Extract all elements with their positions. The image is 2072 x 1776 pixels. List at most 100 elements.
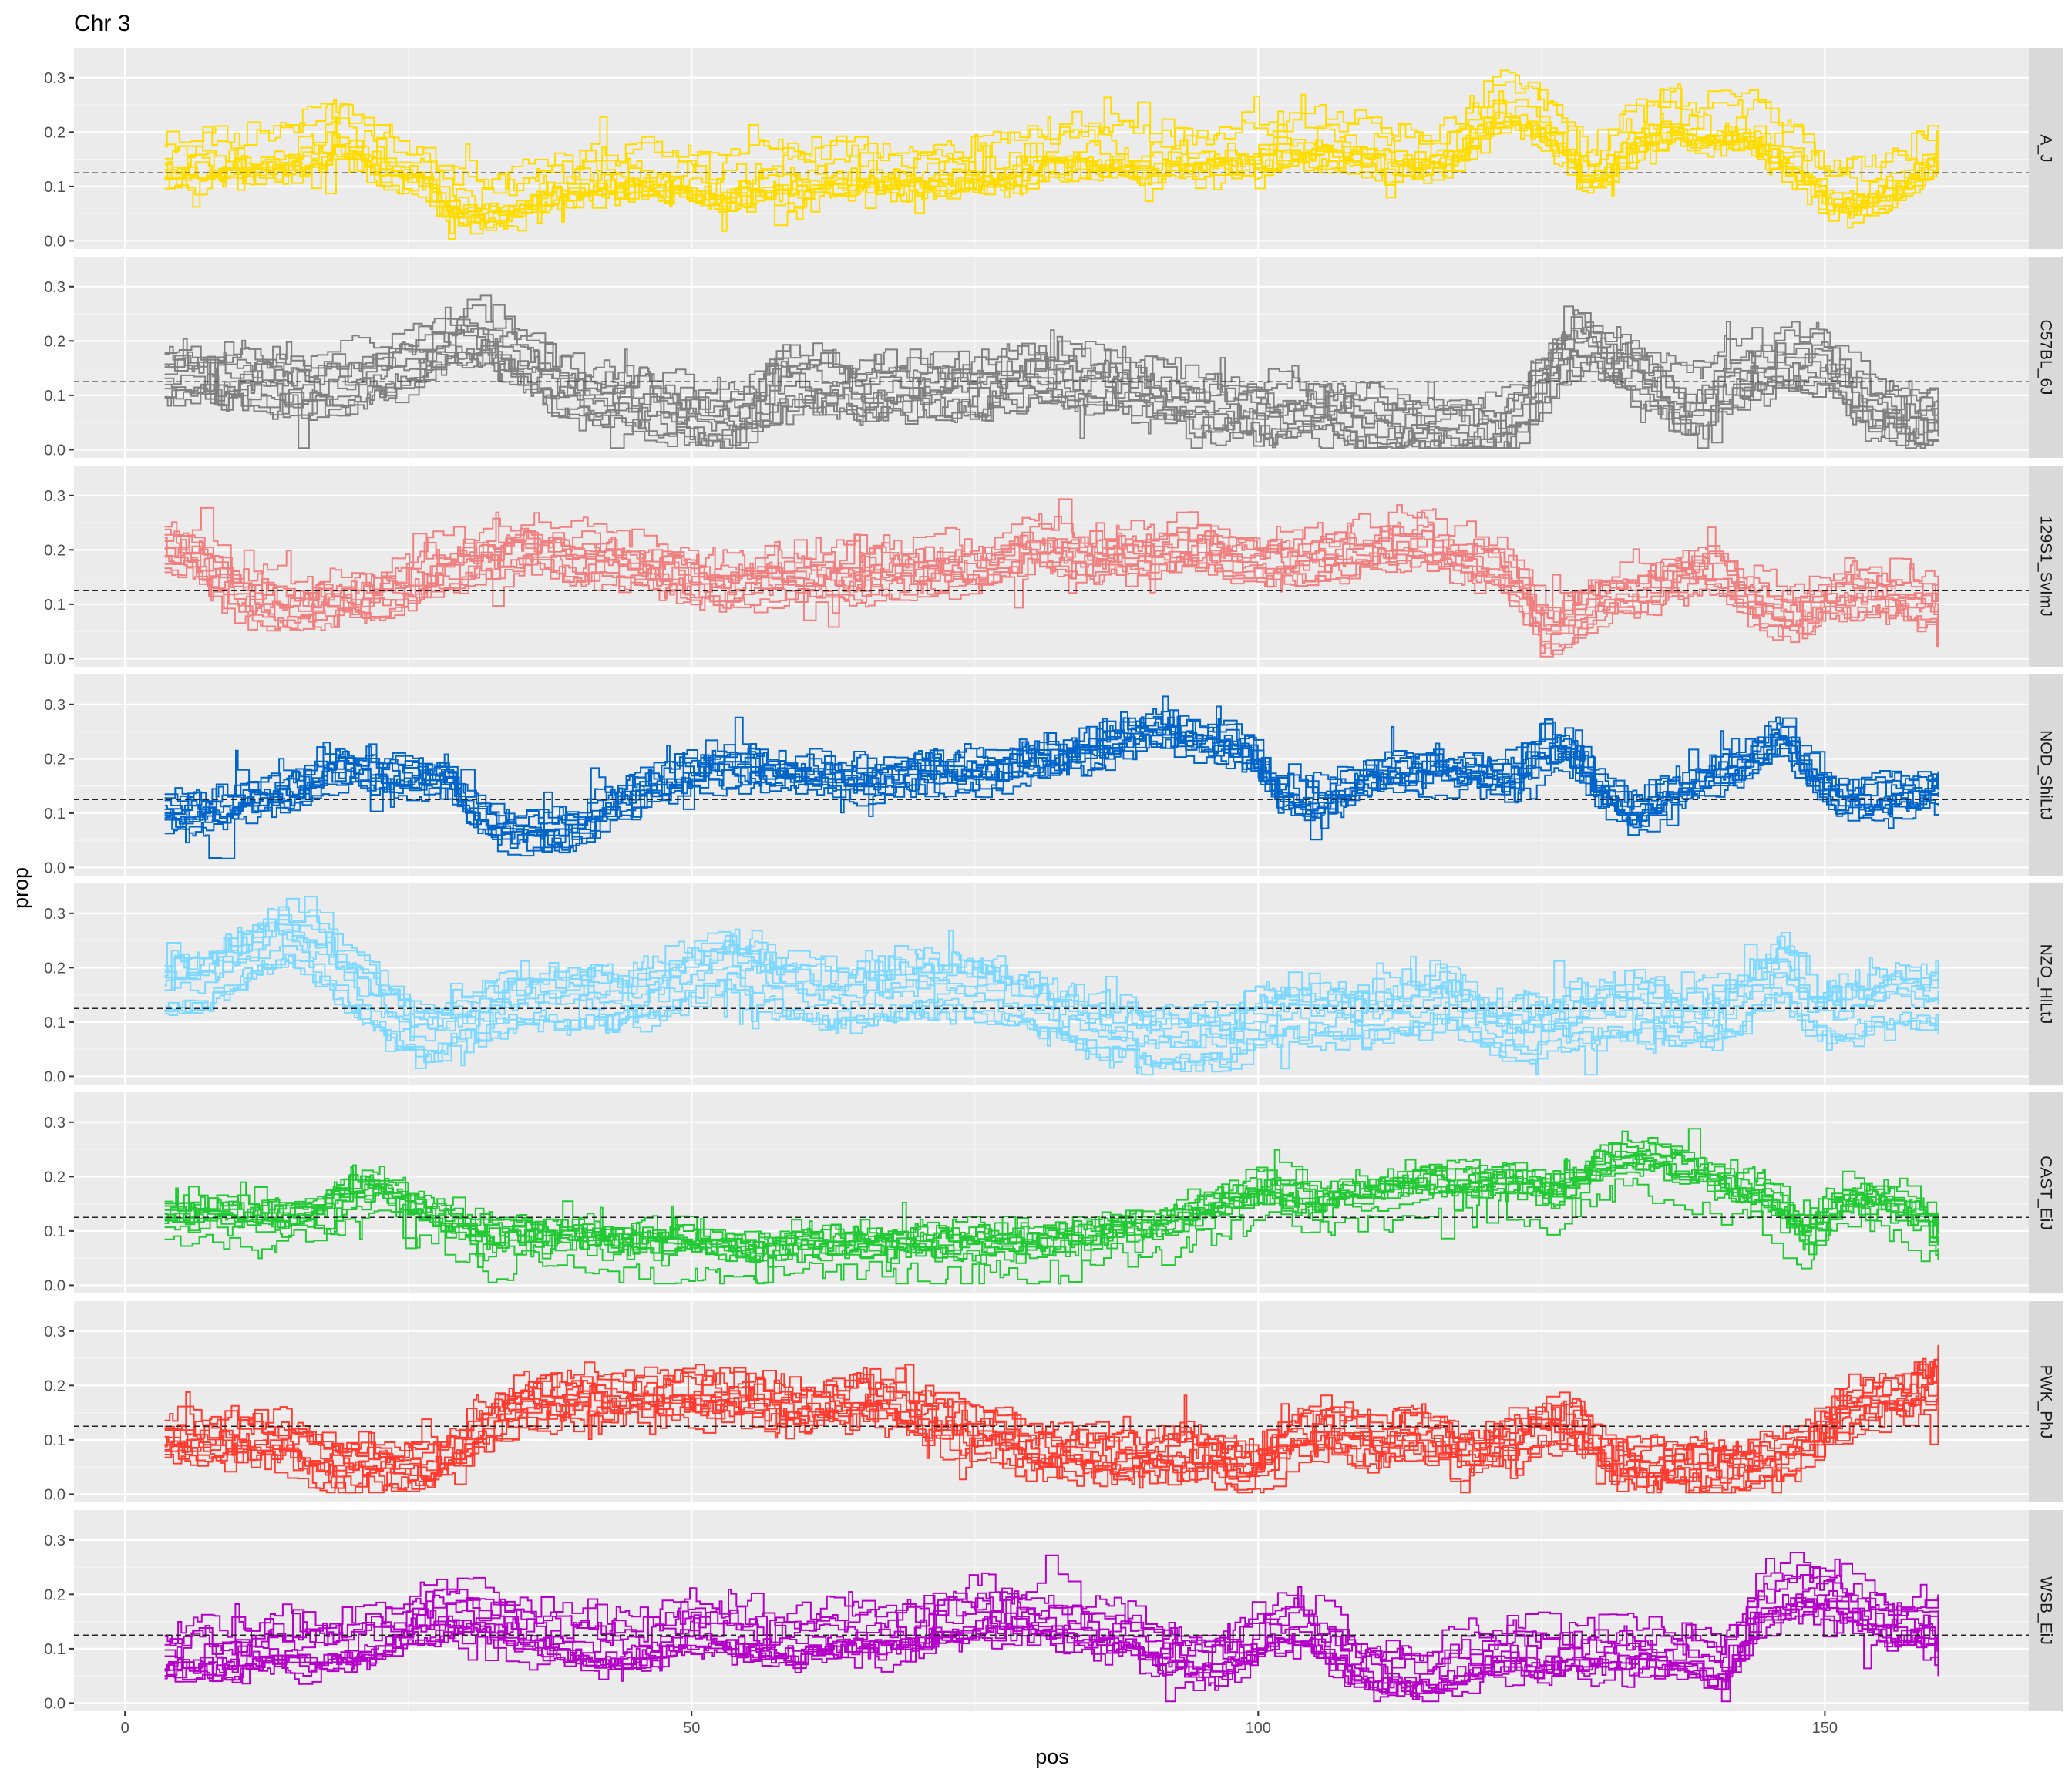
- series-line: [164, 546, 1939, 658]
- y-tick-label: 0.1: [44, 597, 66, 614]
- series-line: [164, 339, 1939, 449]
- y-tick-label: 0.3: [44, 1324, 66, 1340]
- series-line: [164, 1149, 1939, 1256]
- strip-background: [2029, 466, 2063, 667]
- series-line: [164, 1159, 1939, 1263]
- series-line: [164, 120, 1939, 230]
- y-tick-label: 0.1: [44, 1432, 66, 1449]
- strip-background: [2029, 48, 2063, 249]
- series-line: [164, 730, 1939, 851]
- series-lines-PWK_PhJ: [164, 1344, 1939, 1494]
- y-tick-label: 0.3: [44, 1115, 66, 1132]
- series-line: [164, 547, 1939, 649]
- series-line: [164, 504, 1939, 611]
- series-line: [164, 498, 1939, 620]
- y-axis-label: prop: [9, 867, 32, 909]
- series-line: [164, 349, 1939, 449]
- series-line: [164, 1177, 1939, 1285]
- strip-background: [2029, 883, 2063, 1085]
- y-tick-label: 0.2: [44, 542, 66, 559]
- x-tick-label: 150: [1812, 1720, 1838, 1737]
- y-tick-label: 0.0: [44, 651, 66, 668]
- series-line: [164, 929, 1939, 1048]
- series-line: [164, 103, 1939, 235]
- x-axis-label: pos: [1035, 1745, 1069, 1768]
- series-line: [164, 523, 1939, 624]
- y-tick-label: 0.3: [44, 488, 66, 505]
- series-line: [164, 1367, 1939, 1474]
- series-line: [164, 349, 1939, 449]
- series-line: [164, 111, 1939, 215]
- y-tick-label: 0.3: [44, 279, 66, 296]
- y-tick-label: 0.2: [44, 1586, 66, 1603]
- series-line: [164, 552, 1939, 654]
- strip-background: [2029, 257, 2063, 458]
- y-tick-label: 0.3: [44, 906, 66, 923]
- y-tick-label: 0.2: [44, 1169, 66, 1186]
- x-tick-label: 50: [683, 1720, 700, 1737]
- y-tick-label: 0.2: [44, 1377, 66, 1394]
- series-lines-CAST_EiJ: [164, 1128, 1939, 1285]
- y-tick-label: 0.0: [44, 233, 66, 250]
- series-line: [164, 1400, 1939, 1494]
- panel-PWK_PhJ: 0.0 0.1 0.2 0.3 PWK_PhJ: [44, 1301, 2063, 1503]
- y-tick-label: 0.0: [44, 442, 66, 459]
- series-line: [164, 1128, 1939, 1253]
- y-tick-label: 0.3: [44, 1532, 66, 1549]
- series-line: [164, 1390, 1939, 1492]
- strip-background: [2029, 1510, 2063, 1711]
- series-line: [164, 539, 1939, 655]
- strip-label: C57BL_6J: [2037, 319, 2055, 395]
- y-tick-label: 0.2: [44, 333, 66, 350]
- series-line: [164, 728, 1939, 840]
- series-line: [164, 958, 1939, 1069]
- y-tick-label: 0.0: [44, 1486, 66, 1503]
- y-tick-label: 0.1: [44, 1014, 66, 1031]
- series-lines-A_J: [164, 69, 1939, 240]
- strip-label: 129S1_SvImJ: [2037, 516, 2055, 617]
- series-line: [164, 99, 1939, 225]
- strip-label: CAST_EiJ: [2037, 1155, 2055, 1230]
- strip-label: WSB_EiJ: [2037, 1576, 2055, 1645]
- series-line: [164, 1574, 1939, 1684]
- y-tick-label: 0.1: [44, 1223, 66, 1240]
- series-line: [164, 122, 1939, 232]
- panel-C57BL_6J: 0.0 0.1 0.2 0.3 C57BL_6J: [44, 257, 2063, 459]
- y-tick-label: 0.0: [44, 1068, 66, 1085]
- series-line: [164, 1596, 1939, 1694]
- series-line: [164, 1593, 1939, 1700]
- y-tick-label: 0.2: [44, 960, 66, 977]
- y-tick-label: 0.1: [44, 1641, 66, 1658]
- series-lines-WSB_EiJ: [164, 1552, 1939, 1703]
- panel-WSB_EiJ: 0.0 0.1 0.2 0.3 WSB_EiJ: [44, 1510, 2063, 1712]
- series-lines-NOD_ShiLtJ: [164, 695, 1939, 859]
- y-tick-label: 0.1: [44, 806, 66, 822]
- strip-background: [2029, 674, 2063, 876]
- strip-label: PWK_PhJ: [2037, 1365, 2055, 1439]
- series-line: [164, 711, 1939, 840]
- strip-label: NOD_ShiLtJ: [2037, 730, 2055, 820]
- strip-label: NZO_HlLtJ: [2037, 944, 2055, 1024]
- series-line: [164, 1367, 1939, 1478]
- chart-title: Chr 3: [74, 11, 130, 36]
- series-line: [164, 741, 1939, 859]
- series-line: [164, 914, 1939, 1034]
- panel-A_J: 0.0 0.1 0.2 0.3 A_J: [44, 48, 2063, 250]
- series-line: [164, 715, 1939, 853]
- facet-panels: 0.00.10.20.3A_J0.00.10.20.3C57BL_6J0.00.…: [44, 48, 2063, 1712]
- y-tick-label: 0.1: [44, 388, 66, 405]
- strip-label: A_J: [2037, 134, 2055, 162]
- series-line: [164, 1142, 1939, 1247]
- series-line: [164, 695, 1939, 854]
- series-lines-129S1_SvImJ: [164, 498, 1939, 658]
- series-line: [164, 304, 1939, 418]
- series-line: [164, 1587, 1939, 1685]
- strip-background: [2029, 1092, 2063, 1293]
- series-line: [164, 1552, 1939, 1673]
- y-tick-label: 0.0: [44, 859, 66, 876]
- series-line: [164, 324, 1939, 426]
- panel-NOD_ShiLtJ: 0.0 0.1 0.2 0.3 NOD_ShiLtJ: [44, 674, 2063, 876]
- y-tick-label: 0.1: [44, 179, 66, 196]
- y-tick-label: 0.0: [44, 1695, 66, 1712]
